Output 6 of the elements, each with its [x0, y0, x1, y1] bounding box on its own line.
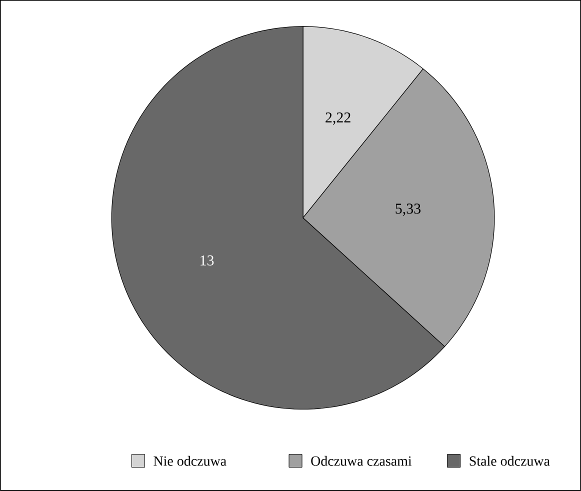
data-label: 2,22 — [326, 112, 350, 125]
legend-label: Stale odczuwa — [470, 456, 550, 466]
legend-label: Nie odczuwa — [154, 456, 226, 466]
legend-label: Odczuwa czasami — [311, 456, 412, 466]
data-label: 13 — [200, 256, 214, 266]
data-label: 5,33 — [396, 204, 421, 216]
